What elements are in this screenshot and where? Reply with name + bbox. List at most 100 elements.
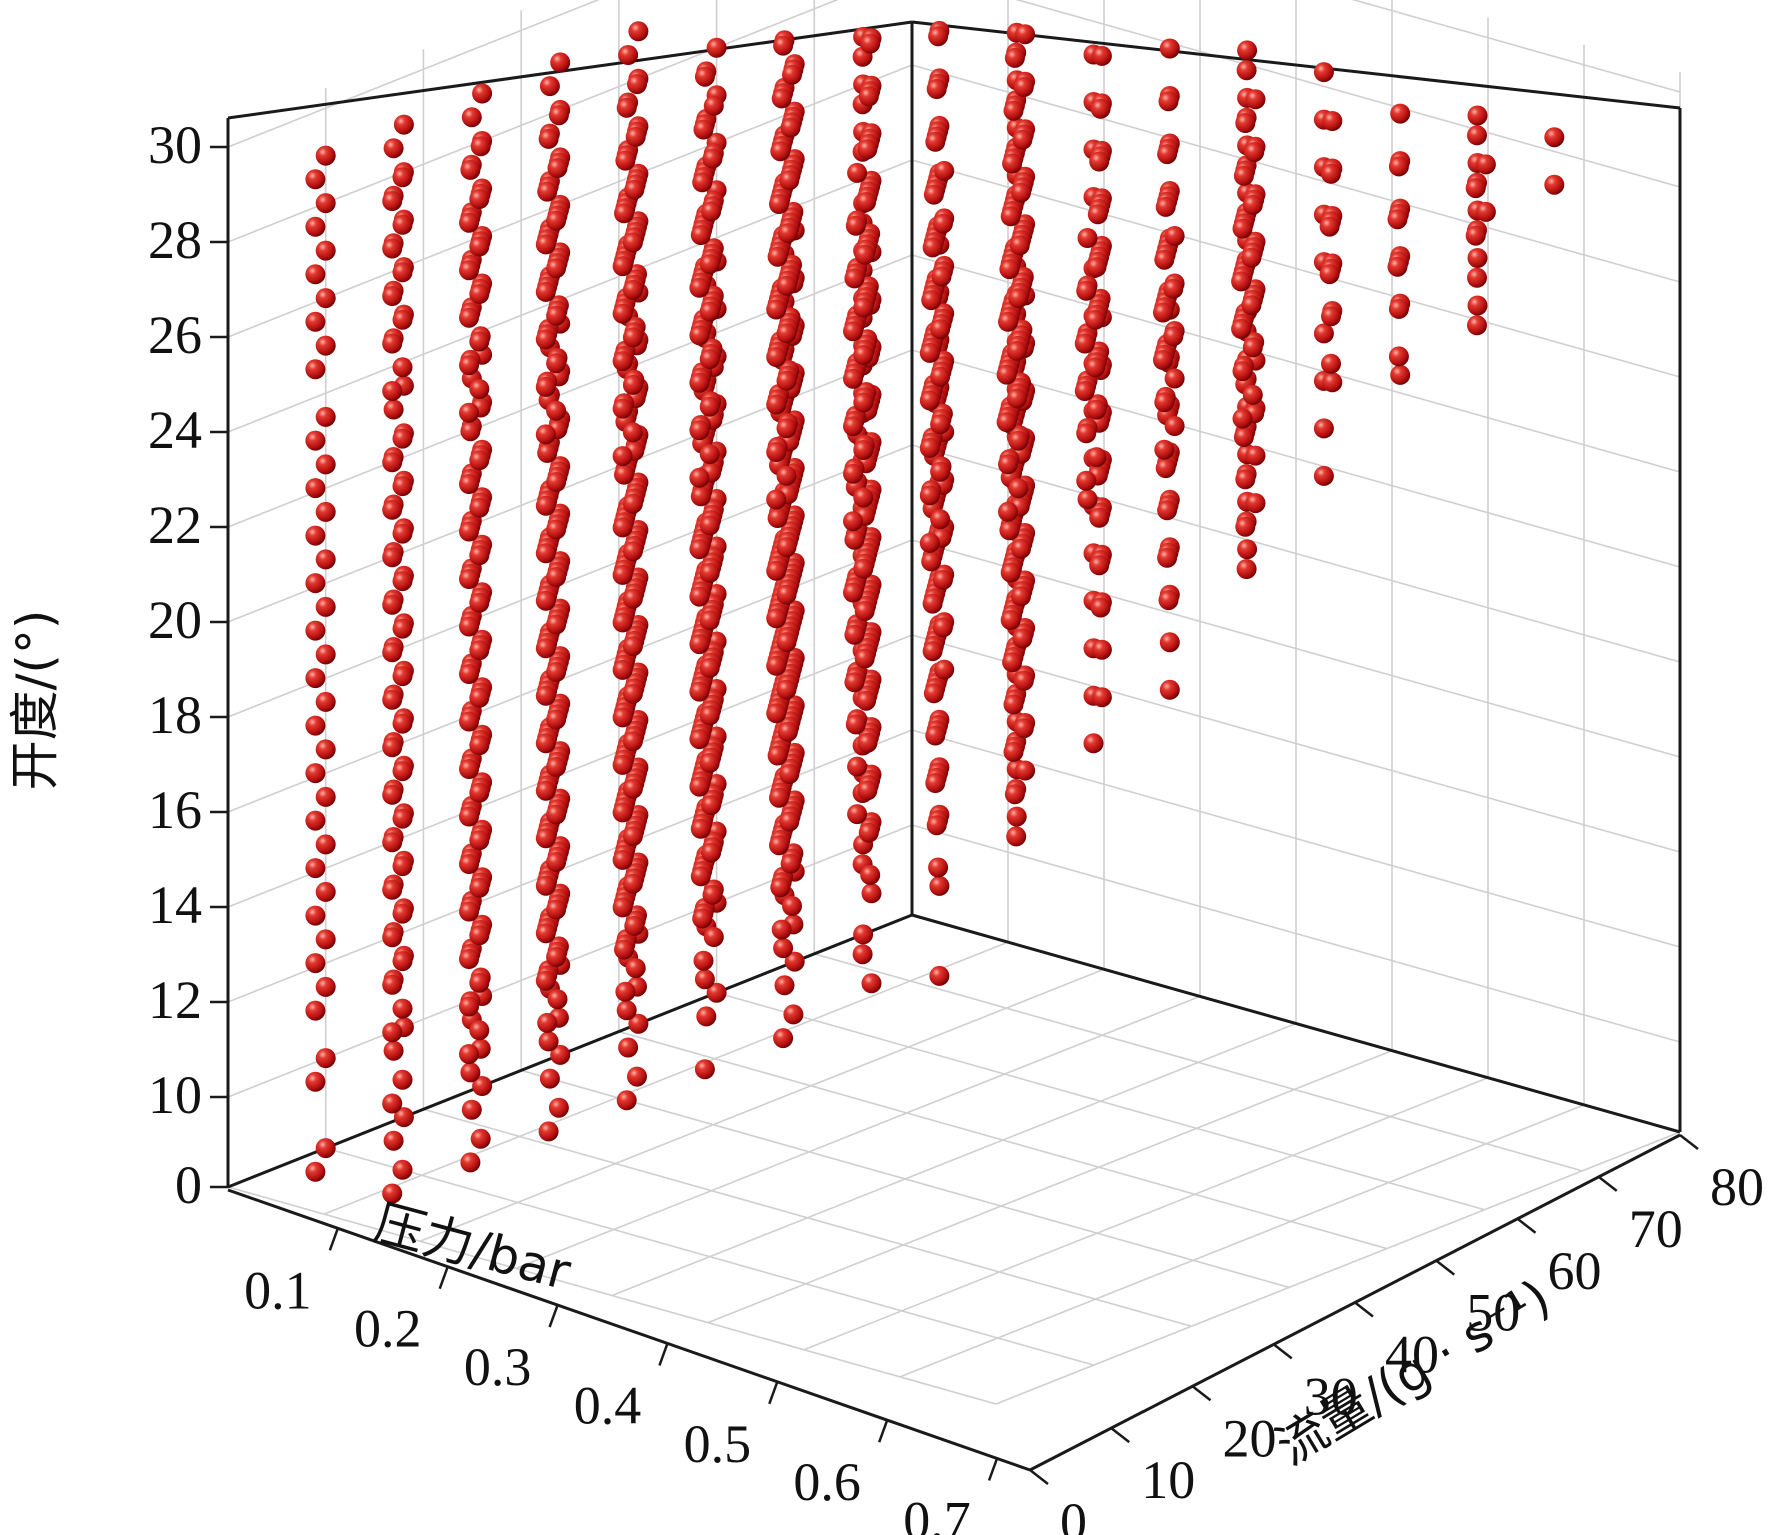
data-point [1003, 100, 1024, 121]
data-point [843, 582, 863, 603]
data-point [612, 256, 633, 277]
data-point [1074, 381, 1095, 401]
data-point [858, 822, 879, 843]
data-point [1321, 163, 1341, 184]
data-point [998, 454, 1018, 475]
data-point [690, 225, 711, 245]
data-point [998, 501, 1018, 522]
data-point [689, 681, 710, 702]
data-point [315, 1048, 336, 1069]
data-point [546, 400, 567, 421]
data-point [776, 584, 797, 605]
data-point [857, 780, 878, 801]
data-point [928, 857, 949, 878]
data-point [469, 830, 490, 851]
data-point [315, 929, 336, 950]
data-point [622, 778, 643, 799]
data-point [1076, 470, 1097, 491]
data-point [925, 773, 946, 793]
x-tick-mark [548, 1304, 559, 1328]
data-point [625, 126, 646, 147]
data-point [469, 687, 490, 708]
data-point [459, 949, 479, 969]
data-point [1465, 225, 1486, 246]
y-tick-mark [1516, 1217, 1537, 1234]
y-tick-label: 30 [1304, 1366, 1358, 1426]
data-point [382, 689, 403, 710]
data-point [689, 729, 710, 750]
data-point [622, 493, 643, 514]
data-point [382, 1093, 403, 1114]
data-point [689, 539, 710, 560]
grid-line [611, 1022, 1297, 1297]
data-point [315, 406, 336, 427]
data-point [776, 275, 797, 296]
x-tick-mark [438, 1266, 449, 1290]
data-point [622, 279, 643, 300]
data-point [305, 430, 326, 451]
data-point [382, 452, 403, 473]
data-point [694, 969, 715, 990]
data-point [1087, 204, 1108, 225]
data-point [703, 927, 724, 947]
x-tick-mark [878, 1419, 889, 1443]
data-point [1467, 295, 1488, 316]
data-point [929, 965, 950, 986]
data-point [548, 105, 569, 126]
data-point [689, 467, 710, 488]
grid-line [515, 995, 1201, 1270]
y-tick-label: 80 [1710, 1157, 1764, 1217]
data-point [930, 414, 951, 435]
x-tick-label: 0.5 [684, 1414, 752, 1474]
data-point [459, 759, 479, 779]
data-point [776, 465, 797, 486]
data-point [853, 487, 874, 508]
data-point [315, 1138, 336, 1159]
data-point [550, 1044, 571, 1065]
data-point [382, 642, 403, 663]
data-point [852, 944, 873, 965]
data-point [923, 683, 944, 704]
data-point [628, 1013, 649, 1034]
data-point [921, 290, 942, 311]
data-point [459, 996, 479, 1017]
data-point [612, 517, 633, 538]
data-point [305, 359, 326, 380]
data-point [776, 679, 797, 700]
data-point [612, 612, 633, 633]
data-point [1237, 539, 1258, 560]
grid-line [323, 941, 1009, 1215]
data-point [767, 508, 788, 528]
data-point [770, 141, 791, 162]
data-point [392, 1159, 413, 1180]
data-point [693, 119, 714, 140]
data-point [535, 376, 556, 397]
x-tick-mark [987, 1458, 999, 1481]
data-point [382, 547, 403, 568]
data-point [779, 764, 800, 784]
data-point [546, 519, 567, 540]
data-point [930, 366, 951, 387]
data-point [844, 529, 865, 550]
data-point [929, 875, 950, 896]
data-point [460, 159, 481, 180]
data-point [694, 1059, 715, 1080]
data-point [392, 713, 413, 734]
data-point [766, 655, 787, 676]
data-point [459, 307, 479, 328]
data-point [766, 394, 787, 415]
x-tick-mark [768, 1381, 779, 1405]
data-point [1241, 295, 1262, 316]
data-point [535, 281, 556, 302]
data-point [1235, 113, 1256, 133]
data-point [624, 179, 645, 200]
data-point [459, 402, 479, 423]
data-point [383, 399, 404, 420]
y-tick-mark [1679, 1134, 1699, 1150]
data-point [535, 495, 556, 516]
data-point [382, 784, 403, 805]
data-point [392, 571, 413, 592]
data-point [622, 327, 643, 348]
data-point [469, 331, 490, 352]
data-point [470, 1128, 491, 1149]
